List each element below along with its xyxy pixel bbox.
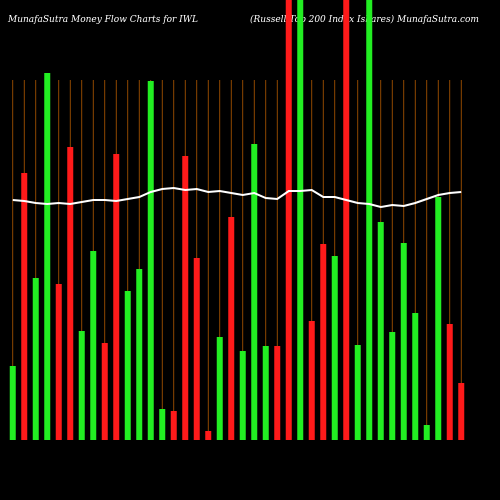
money-flow-line xyxy=(12,186,462,209)
chart-title: MunafaSutra Money Flow Charts for IWL xyxy=(7,15,198,25)
bar xyxy=(44,73,51,440)
bar xyxy=(274,346,281,440)
bar xyxy=(159,409,166,440)
bar xyxy=(216,337,223,440)
bar xyxy=(101,343,108,440)
bar xyxy=(67,147,74,440)
bar xyxy=(124,291,131,440)
bar xyxy=(458,383,465,440)
bar xyxy=(55,284,62,440)
bar xyxy=(251,144,258,440)
bar xyxy=(308,321,315,440)
bar xyxy=(262,346,269,440)
bar xyxy=(320,244,327,440)
bar xyxy=(400,243,407,440)
bar xyxy=(90,251,97,440)
bar xyxy=(343,0,350,440)
bar xyxy=(136,269,143,440)
bar xyxy=(147,81,154,440)
bar xyxy=(170,411,177,440)
bar xyxy=(9,366,16,440)
bar xyxy=(412,313,419,440)
bar xyxy=(182,156,189,440)
bar xyxy=(297,0,304,440)
bar xyxy=(78,331,85,440)
bar xyxy=(377,222,384,440)
bar xyxy=(331,256,338,440)
bar xyxy=(285,0,292,440)
bar xyxy=(435,197,442,440)
bar xyxy=(354,345,361,440)
bar xyxy=(446,324,453,440)
bar xyxy=(423,425,430,440)
bar xyxy=(366,0,373,440)
bar xyxy=(32,278,39,440)
chart-subtitle: (Russell Top 200 Index Ishares) MunafaSu… xyxy=(250,14,479,25)
bar xyxy=(193,258,200,440)
bar xyxy=(389,332,396,440)
bar xyxy=(228,217,235,440)
bar xyxy=(239,351,246,440)
bar xyxy=(205,431,212,440)
bar xyxy=(21,173,28,440)
bar xyxy=(113,154,120,440)
